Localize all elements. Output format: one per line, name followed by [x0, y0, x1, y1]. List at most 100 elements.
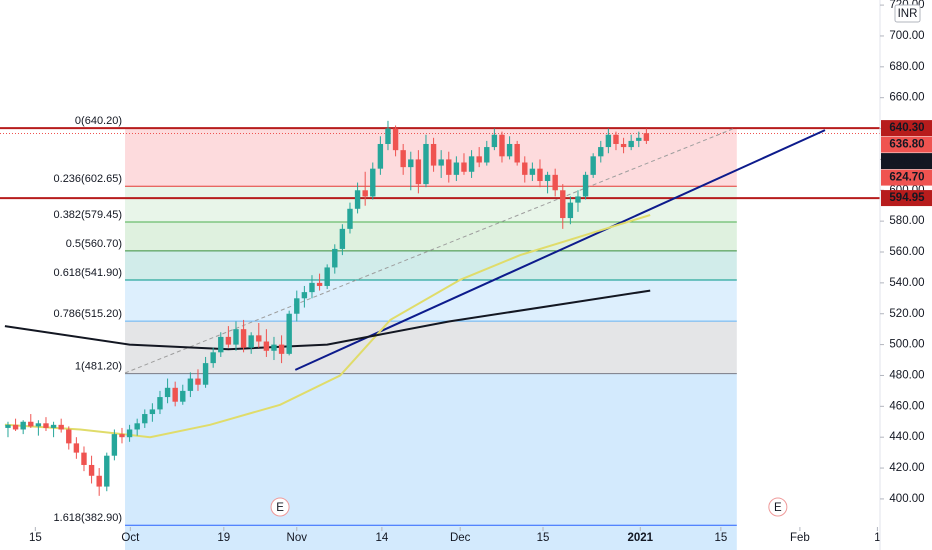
- fib-label: 0.5(560.70): [66, 238, 122, 250]
- candle-body: [423, 143, 429, 185]
- candle-body: [142, 414, 148, 424]
- candle-body: [537, 168, 543, 182]
- earnings-marker: [768, 497, 788, 517]
- y-tick-label: 700.00: [889, 30, 924, 42]
- candle-body: [461, 162, 467, 172]
- currency-box: [894, 4, 921, 23]
- candle-body: [134, 423, 140, 430]
- candle-body: [560, 190, 566, 219]
- candle-body: [50, 424, 57, 428]
- candle-body: [88, 464, 95, 476]
- candle-body: [240, 329, 247, 348]
- candle-body: [484, 147, 490, 163]
- candle-body: [354, 190, 361, 209]
- candle-body: [111, 434, 118, 456]
- x-tick-label: Feb: [790, 532, 810, 544]
- y-tick-label: 480.00: [889, 369, 924, 381]
- candle-body: [278, 344, 285, 354]
- trend-line: [124, 127, 736, 374]
- candle-body: [613, 134, 619, 144]
- candle-body: [567, 202, 574, 219]
- candle-body: [81, 452, 87, 465]
- candle-body: [309, 282, 315, 293]
- candle-body: [218, 336, 224, 353]
- earnings-label: E: [276, 502, 284, 514]
- fib-label: 1(481.20): [75, 361, 122, 373]
- candle-body: [620, 143, 627, 148]
- candle-body: [522, 162, 528, 175]
- fib-label: 0.618(541.90): [54, 267, 123, 279]
- candle-body: [271, 344, 277, 351]
- y-tick-label: 560.00: [889, 246, 924, 258]
- candle-body: [446, 159, 452, 175]
- trend-line: [294, 129, 826, 371]
- price-label-bg: [881, 120, 932, 137]
- price-label: 636.80: [889, 139, 924, 151]
- candle-body: [598, 147, 604, 157]
- candle-body: [453, 162, 460, 175]
- candle-body: [195, 378, 201, 385]
- x-tick-label: 15: [714, 532, 727, 544]
- candle-body: [172, 387, 178, 402]
- candle-body: [392, 128, 399, 151]
- candle-body: [5, 424, 11, 428]
- candle-body: [66, 429, 72, 444]
- candle-body: [104, 455, 110, 487]
- fib-zone: [125, 321, 737, 374]
- y-tick-label: 440.00: [889, 431, 924, 443]
- fib-label: 0.382(579.45): [54, 209, 123, 221]
- candle-body: [605, 134, 612, 148]
- moving-average: [4, 214, 651, 439]
- candle-body: [126, 429, 133, 438]
- candle-body: [301, 292, 308, 299]
- candle-body: [408, 159, 414, 168]
- candle-body: [529, 168, 536, 175]
- candle-body: [225, 336, 232, 345]
- candle-body: [256, 335, 262, 342]
- fib-zone: [125, 279, 737, 322]
- fib-zone: [125, 525, 737, 550]
- fib-label: 0.236(602.65): [54, 173, 123, 185]
- price-label: 640.30: [889, 122, 924, 134]
- candle-body: [119, 434, 125, 438]
- y-tick-label: 500.00: [889, 339, 924, 351]
- x-tick-label: 19: [217, 532, 230, 544]
- price-label-bg: [881, 136, 932, 153]
- price-label: 624.70: [889, 172, 924, 184]
- candle-body: [58, 424, 64, 430]
- price-label-bg: [881, 153, 932, 170]
- x-tick-label: Oct: [121, 532, 140, 544]
- candle-body: [164, 387, 171, 398]
- earnings-marker: [270, 497, 290, 517]
- candle-body: [628, 140, 634, 148]
- candle-body: [468, 156, 475, 172]
- y-tick-label: 520.00: [889, 308, 924, 320]
- candle-body: [73, 443, 80, 453]
- y-tick-label: 580.00: [889, 215, 924, 227]
- candle-body: [180, 390, 186, 402]
- moving-average: [4, 289, 651, 351]
- candle-body: [400, 150, 406, 168]
- candle-body: [248, 335, 254, 348]
- y-tick-label: 660.00: [889, 92, 924, 104]
- fib-zone: [125, 221, 737, 251]
- y-tick-label: 420.00: [889, 462, 924, 474]
- candle-body: [499, 134, 505, 157]
- candle-body: [636, 137, 642, 141]
- y-tick-label: 680.00: [889, 61, 924, 73]
- candle-body: [430, 143, 437, 166]
- candle-body: [377, 143, 384, 169]
- candle-body: [438, 159, 444, 166]
- candle-body: [233, 329, 239, 345]
- y-tick-label: 460.00: [889, 400, 924, 412]
- x-tick-label: Dec: [450, 532, 471, 544]
- candle-body: [294, 298, 300, 314]
- candle-body: [20, 421, 26, 430]
- candle-body: [210, 352, 216, 364]
- x-tick-label: 2021: [628, 532, 654, 544]
- candle-body: [590, 156, 596, 175]
- candle-body: [28, 421, 34, 427]
- candle-body: [43, 423, 49, 428]
- candle-body: [514, 143, 520, 163]
